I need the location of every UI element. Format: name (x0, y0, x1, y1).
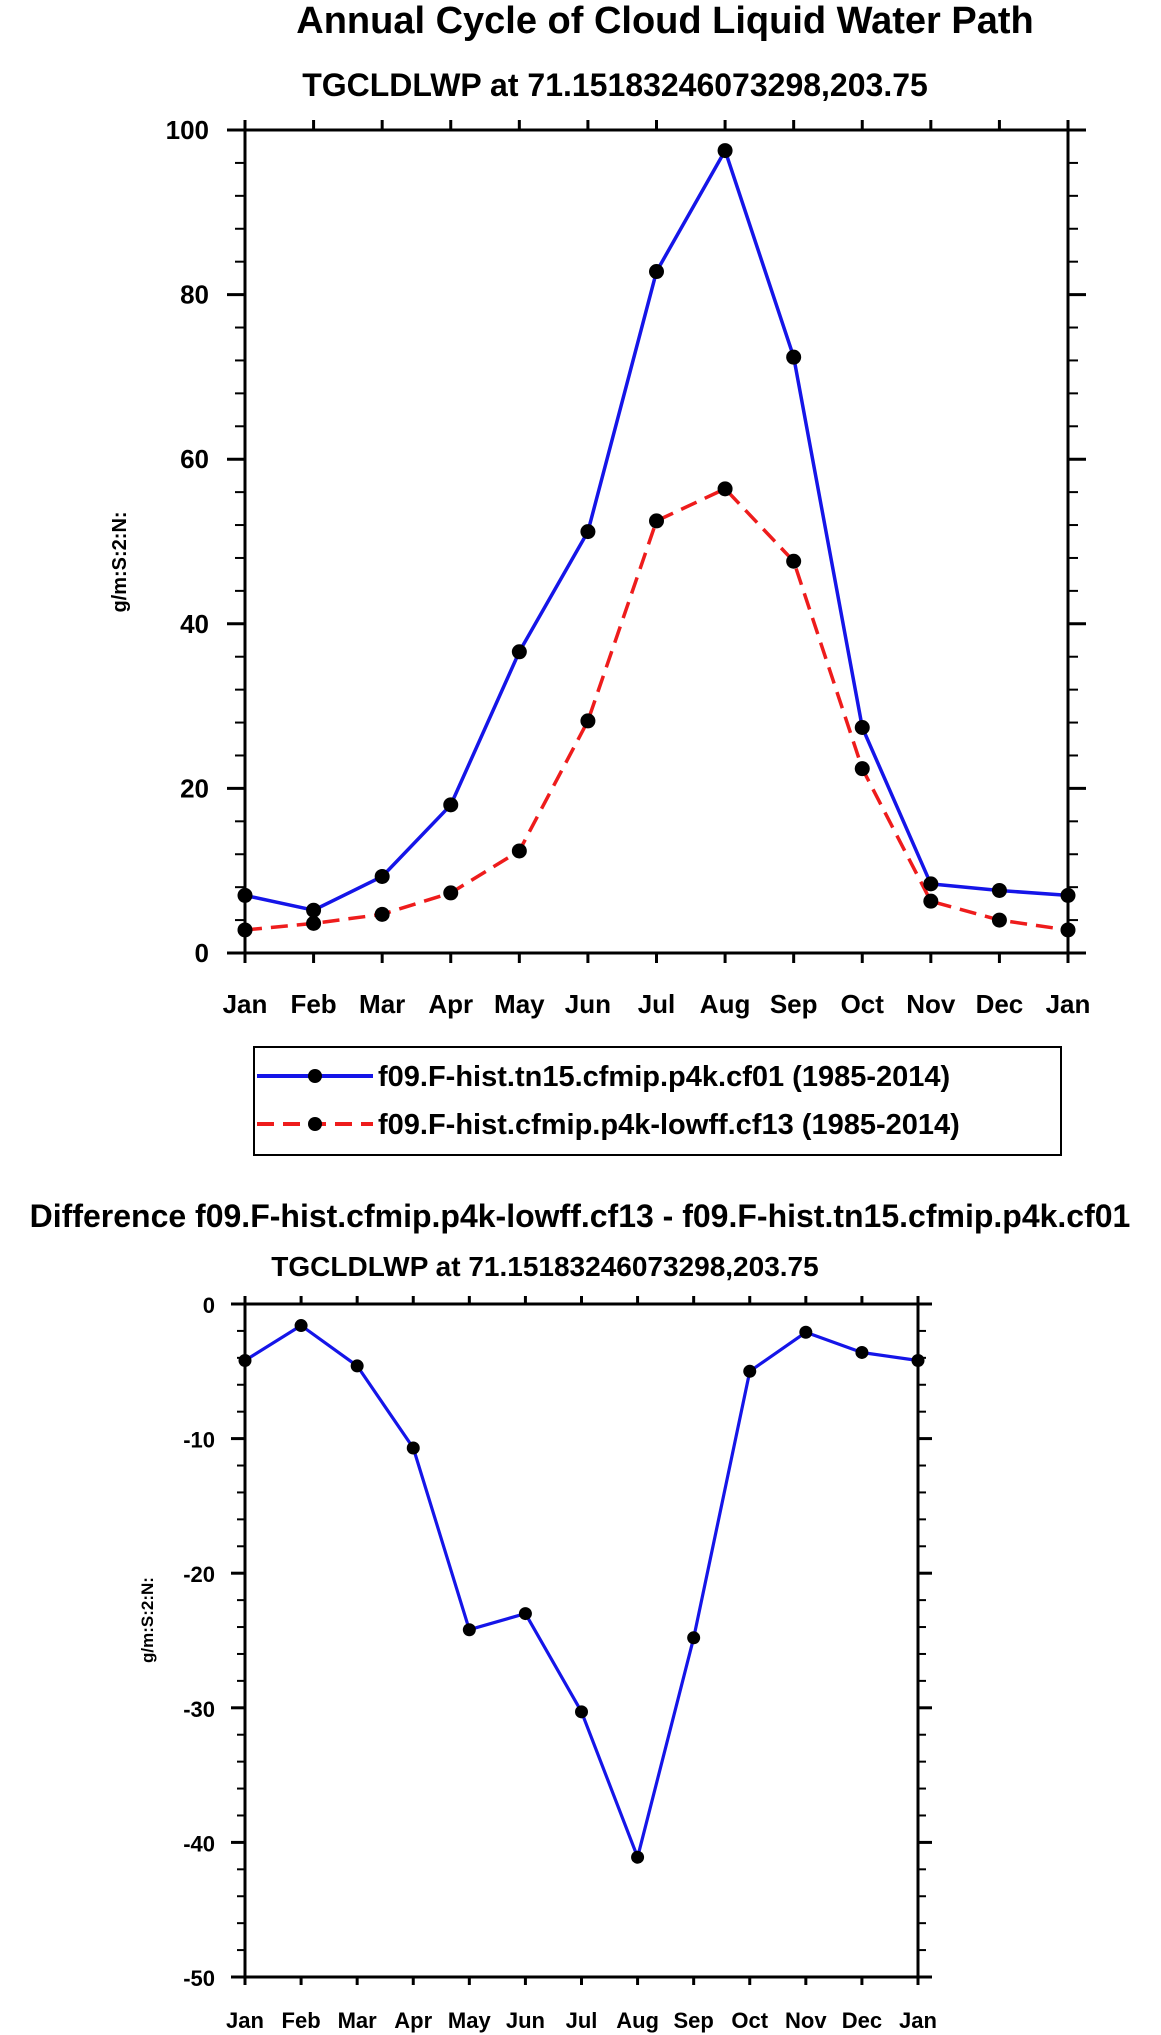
chart1-series-1-point (511, 644, 527, 660)
chart2-y-tick-label: -50 (183, 1966, 215, 1991)
chart1-legend: f09.F-hist.tn15.cfmip.p4k.cf01 (1985-201… (253, 1046, 1062, 1156)
chart1-series-2-point (786, 553, 802, 569)
chart1-y-tick-label: 40 (180, 609, 209, 639)
chart1-x-tick-label: Jan (1046, 989, 1091, 1019)
chart1-x-tick-label: Jun (565, 989, 611, 1019)
chart1-series-2-point (717, 481, 733, 497)
chart1-series-1-point (786, 349, 802, 365)
legend-label-series1: f09.F-hist.tn15.cfmip.p4k.cf01 (1985-201… (378, 1061, 950, 1093)
legend-label-series2: f09.F-hist.cfmip.p4k-lowff.cf13 (1985-20… (378, 1109, 960, 1141)
chart1-y-tick-label: 20 (180, 773, 209, 803)
chart1-x-tick-label: Jan (223, 989, 268, 1019)
chart2-series-1-point (743, 1364, 757, 1378)
chart1-y-tick-label: 80 (180, 280, 209, 310)
chart2-subtitle: TGCLDLWP at 71.15183246073298,203.75 (271, 1251, 818, 1282)
chart2-y-tick-label: -10 (183, 1428, 215, 1453)
chart1-x-tick-label: Nov (906, 989, 956, 1019)
chart1-series-1-point (306, 902, 322, 918)
chart2-x-tick-label: May (448, 2008, 492, 2033)
chart2-series-1-point (294, 1319, 308, 1333)
legend-box (253, 1046, 1062, 1156)
chart1-x-tick-label: Feb (290, 989, 336, 1019)
chart1-frame (243, 128, 1070, 955)
chart1-series-1-point (580, 524, 596, 540)
chart2-y-tick-label: -40 (183, 1831, 215, 1856)
chart2-frame (243, 1302, 920, 1979)
chart1-series-1-point (237, 887, 253, 903)
chart2-x-tick-label: Aug (616, 2008, 659, 2033)
chart2-series-1-point (350, 1359, 364, 1373)
chart1-series-1-point (374, 868, 390, 884)
chart1-series-2-point (649, 513, 664, 529)
chart1-series-2-point (854, 761, 870, 777)
chart2-x-tick-label: Feb (282, 2008, 321, 2033)
chart1-x-tick-label: Mar (359, 989, 405, 1019)
chart1-x-tick-label: Aug (700, 989, 751, 1019)
chart2-x-tick-label: Jul (566, 2008, 598, 2033)
chart2-title: Difference f09.F-hist.cfmip.p4k-lowff.cf… (30, 1198, 1131, 1234)
chart1-series-2-point (991, 912, 1007, 928)
chart2-y-tick-label: -20 (183, 1562, 215, 1587)
chart2-x-tick-label: Mar (338, 2008, 378, 2033)
chart2-x-tick-label: Jan (226, 2008, 264, 2033)
chart2-series-1-point (406, 1441, 420, 1455)
chart1-series-2-point (443, 885, 459, 901)
chart2-x-tick-label: Nov (785, 2008, 827, 2033)
chart2-x-tick-label: Apr (394, 2008, 432, 2033)
chart1-y-tick-label: 100 (166, 115, 209, 145)
chart1-x-tick-label: Apr (428, 989, 473, 1019)
chart2-series-1-point (238, 1354, 252, 1368)
chart2-series-1-point (518, 1607, 532, 1621)
chart1-series-2-point (511, 843, 527, 859)
chart1-y-tick-label: 60 (180, 444, 209, 474)
chart1-series-1-point (923, 876, 939, 892)
chart1-series-2-point (374, 906, 390, 922)
chart1-series-2-point (1060, 922, 1076, 938)
chart1-x-tick-label: Sep (770, 989, 818, 1019)
chart1-x-tick-label: Dec (976, 989, 1024, 1019)
chart1-x-tick-label: May (494, 989, 545, 1019)
chart2-series-1-point (687, 1631, 701, 1645)
chart2-series-1-point (575, 1705, 588, 1719)
chart2-x-tick-label: Jun (506, 2008, 545, 2033)
chart1-title: Annual Cycle of Cloud Liquid Water Path (296, 0, 1034, 42)
chart1-series-1-point (649, 264, 664, 280)
chart2-y-tick-label: -30 (183, 1697, 215, 1722)
chart2-y-axis-label: g/m:S:2:N: (138, 1577, 157, 1663)
chart2-x-tick-label: Dec (842, 2008, 882, 2033)
chart1-series-2-point (237, 922, 253, 938)
chart1-series-1-point (854, 719, 870, 735)
chart1-series-1-point (443, 797, 459, 813)
chart2-series-1-point (462, 1623, 476, 1637)
chart1-subtitle: TGCLDLWP at 71.15183246073298,203.75 (302, 67, 928, 103)
legend-marker-series2 (308, 1117, 322, 1131)
chart2-series-1-point (911, 1354, 925, 1368)
chart2-series-1-point (631, 1850, 645, 1864)
chart2-x-tick-label: Jan (899, 2008, 937, 2033)
chart1-series-1-point (991, 882, 1007, 898)
chart1-x-tick-label: Oct (841, 989, 885, 1019)
chart1-series-2-point (306, 915, 322, 931)
chart2-x-tick-label: Oct (731, 2008, 768, 2033)
chart1-y-axis-label: g/m:S:2:N: (109, 511, 131, 612)
chart1-series-2-point (923, 893, 939, 909)
legend-marker-series1 (308, 1069, 322, 1083)
chart2-series-line-1 (244, 1323, 919, 1859)
chart2-y-tick-label: 0 (203, 1293, 215, 1318)
chart1-series-line-2 (244, 487, 1069, 932)
chart2-series-1-point (799, 1325, 813, 1339)
chart1-series-1-point (717, 143, 733, 159)
chart1-plot-area: 0 20 40 60 80 100 Jan Feb Mar Apr May Jun Jul Aug Sep O… (166, 115, 1091, 1019)
chart1-series-1-point (1060, 887, 1076, 903)
chart1-y-tick-label: 0 (195, 938, 209, 968)
chart1-x-tick-label: Jul (638, 989, 676, 1019)
chart2-x-tick-label: Sep (673, 2008, 713, 2033)
chart1-series-2-point (580, 713, 596, 729)
chart2-series-1-point (855, 1345, 869, 1359)
chart2-plot-area: -50 -40 -30 -20 -10 0 Jan Feb Mar Apr May Jun Jul Aug… (183, 1293, 937, 2033)
